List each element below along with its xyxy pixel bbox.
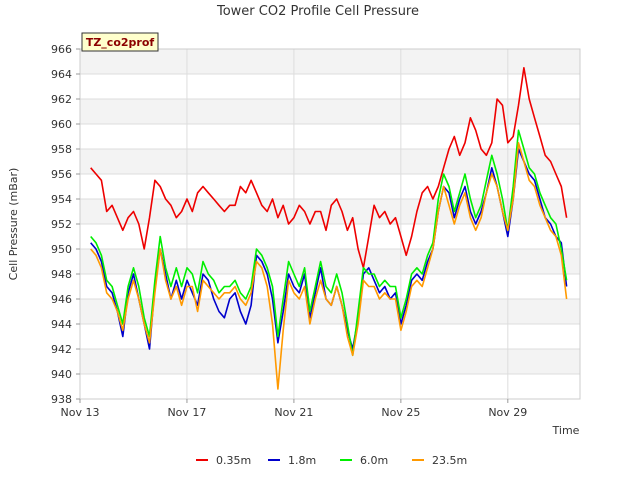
y-tick-label: 942	[51, 343, 72, 356]
series-line-0-35m	[90, 67, 568, 269]
chart-title: Tower CO2 Profile Cell Pressure	[216, 4, 419, 19]
y-tick-label: 948	[51, 268, 72, 281]
y-tick-label: 966	[51, 43, 72, 56]
dataset-badge: TZ_co2prof	[81, 32, 159, 52]
legend-item: 1.8m	[268, 454, 316, 467]
y-tick-label: 960	[51, 118, 72, 131]
legend: 0.35m 1.8m 6.0m 23.5m	[196, 454, 467, 467]
legend-label: 23.5m	[432, 454, 467, 467]
legend-label: 6.0m	[360, 454, 388, 467]
plot-band	[80, 49, 580, 74]
y-tick-label: 944	[51, 318, 72, 331]
y-tick-label: 958	[51, 143, 72, 156]
x-tick-label: Nov 13	[61, 406, 100, 419]
plot-band	[80, 349, 580, 374]
y-tick-label: 956	[51, 168, 72, 181]
y-tick-label: 946	[51, 293, 72, 306]
dataset-badge-label: TZ_co2prof	[86, 36, 155, 49]
legend-item: 6.0m	[340, 454, 388, 467]
y-tick-label: 964	[51, 68, 72, 81]
plot-band	[80, 149, 580, 174]
series-line-6-0m	[90, 129, 568, 357]
legend-label: 1.8m	[288, 454, 316, 467]
y-tick-label: 938	[51, 393, 72, 406]
y-tick-label: 950	[51, 243, 72, 256]
x-tick-label: Nov 29	[488, 406, 527, 419]
y-axis-label: Cell Pressure (mBar)	[7, 168, 20, 281]
series-line-23-5m	[90, 142, 568, 390]
y-tick-label: 962	[51, 93, 72, 106]
x-axis-label: Time	[552, 424, 580, 437]
x-tick-label: Nov 21	[274, 406, 313, 419]
legend-label: 0.35m	[216, 454, 251, 467]
x-tick-label: Nov 17	[167, 406, 206, 419]
legend-item: 0.35m	[196, 454, 251, 467]
y-tick-label: 954	[51, 193, 72, 206]
plot-background-bands	[80, 49, 580, 374]
x-axis-ticks: Nov 13 Nov 17 Nov 21 Nov 25 Nov 29	[61, 399, 527, 419]
y-tick-label: 952	[51, 218, 72, 231]
legend-item: 23.5m	[412, 454, 467, 467]
y-tick-label: 940	[51, 368, 72, 381]
series-lines	[90, 67, 568, 390]
x-tick-label: Nov 25	[381, 406, 420, 419]
y-axis-ticks: 938 940 942 944 946 948 950 952 954 956 958 960 962 9…	[51, 43, 80, 406]
plot-band	[80, 249, 580, 274]
